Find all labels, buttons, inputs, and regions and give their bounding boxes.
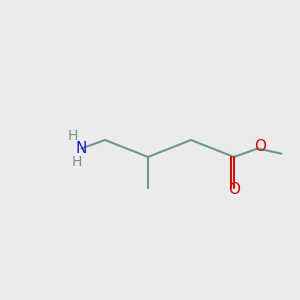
Text: O: O [228, 182, 240, 197]
Text: H: H [67, 130, 77, 143]
Text: O: O [254, 139, 266, 154]
Text: N: N [76, 141, 87, 156]
Text: H: H [71, 155, 82, 170]
